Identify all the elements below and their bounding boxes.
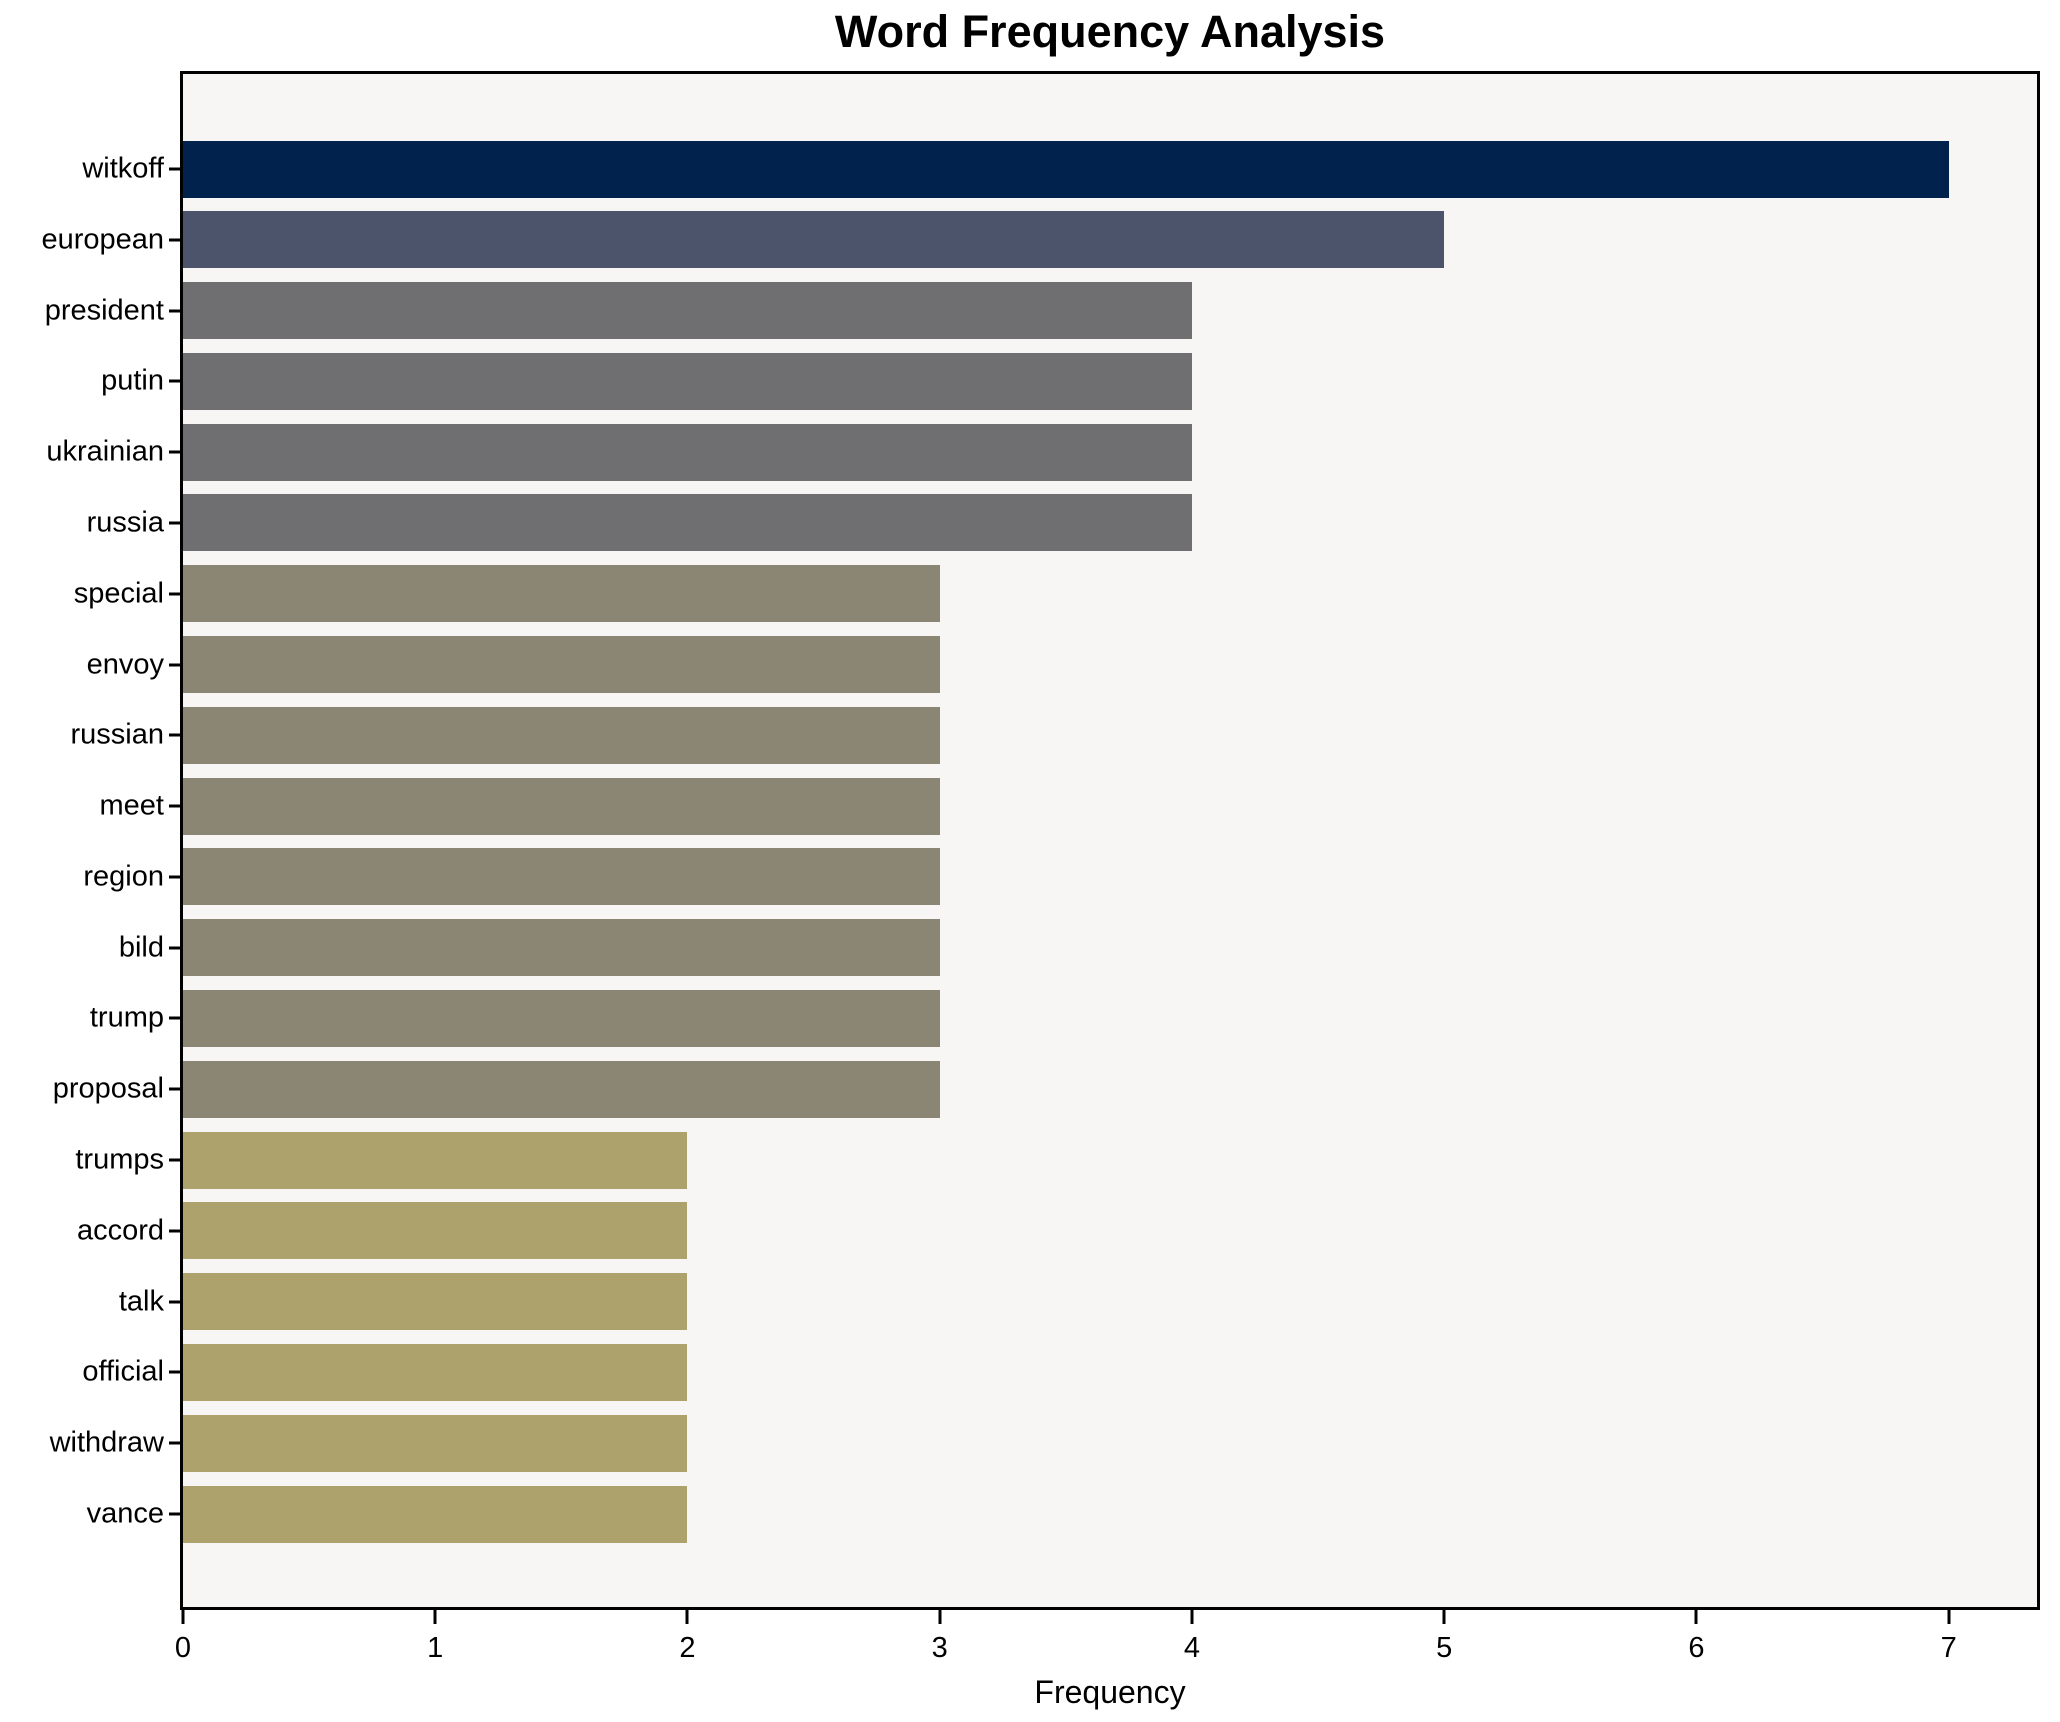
x-tick-mark-7 — [1947, 1610, 1951, 1624]
bar-official — [183, 1343, 688, 1401]
bar-russia — [183, 494, 1192, 552]
y-tick-mark-president — [169, 309, 180, 313]
bar-withdraw — [183, 1414, 688, 1472]
bar-witkoff — [183, 140, 1949, 198]
y-tick-mark-withdraw — [169, 1441, 180, 1445]
y-tick-mark-bild — [169, 946, 180, 950]
x-tick-mark-1 — [433, 1610, 437, 1624]
bar-vance — [183, 1485, 688, 1543]
y-tick-label-putin: putin — [101, 364, 164, 397]
y-tick-mark-european — [169, 238, 180, 242]
y-tick-mark-accord — [169, 1229, 180, 1233]
y-tick-label-russian: russian — [70, 718, 165, 751]
x-tick-label-7: 7 — [1940, 1632, 1957, 1664]
y-tick-mark-witkoff — [169, 167, 180, 171]
y-tick-label-russia: russia — [86, 506, 164, 539]
y-tick-mark-official — [169, 1370, 180, 1374]
bar-russian — [183, 706, 940, 764]
bar-putin — [183, 352, 1192, 410]
bar-trumps — [183, 1131, 688, 1189]
bar-president — [183, 282, 1192, 340]
y-tick-label-special: special — [73, 577, 164, 610]
y-tick-mark-envoy — [169, 663, 180, 667]
x-tick-mark-3 — [938, 1610, 942, 1624]
y-tick-label-european: european — [41, 223, 164, 256]
x-tick-label-3: 3 — [931, 1632, 948, 1664]
y-tick-label-witkoff: witkoff — [82, 152, 164, 185]
y-tick-label-meet: meet — [99, 789, 164, 822]
bar-european — [183, 211, 1445, 269]
bar-envoy — [183, 636, 940, 694]
bar-talk — [183, 1273, 688, 1331]
y-tick-label-president: president — [44, 294, 164, 327]
y-tick-label-accord: accord — [76, 1214, 164, 1247]
x-tick-label-1: 1 — [427, 1632, 444, 1664]
x-tick-label-2: 2 — [679, 1632, 696, 1664]
y-tick-mark-russia — [169, 521, 180, 525]
x-tick-label-0: 0 — [174, 1632, 192, 1664]
x-axis-label: Frequency — [1034, 1674, 1186, 1710]
y-tick-label-talk: talk — [118, 1285, 164, 1318]
y-tick-mark-putin — [169, 379, 180, 383]
y-tick-label-region: region — [83, 860, 164, 893]
chart-title: Word Frequency Analysis — [834, 6, 1386, 57]
bar-region — [183, 848, 940, 906]
y-tick-label-bild: bild — [118, 931, 164, 964]
bar-ukrainian — [183, 423, 1192, 481]
y-tick-mark-trumps — [169, 1158, 180, 1162]
y-tick-label-trumps: trumps — [75, 1143, 164, 1176]
y-tick-label-vance: vance — [86, 1497, 164, 1530]
bar-bild — [183, 919, 940, 977]
bar-trump — [183, 989, 940, 1047]
y-tick-mark-region — [169, 875, 180, 879]
y-tick-label-withdraw: withdraw — [49, 1426, 164, 1459]
bar-meet — [183, 777, 940, 835]
x-tick-label-4: 4 — [1183, 1632, 1201, 1664]
y-tick-mark-ukrainian — [169, 450, 180, 454]
x-tick-label-5: 5 — [1436, 1632, 1453, 1664]
y-tick-mark-vance — [169, 1512, 180, 1516]
x-tick-mark-6 — [1694, 1610, 1698, 1624]
y-tick-label-envoy: envoy — [86, 648, 164, 681]
y-tick-mark-trump — [169, 1016, 180, 1020]
y-tick-mark-proposal — [169, 1087, 180, 1091]
y-tick-label-trump: trump — [89, 1001, 164, 1034]
bar-proposal — [183, 1060, 940, 1118]
x-tick-mark-0 — [181, 1610, 185, 1624]
bar-special — [183, 565, 940, 623]
y-tick-label-ukrainian: ukrainian — [46, 435, 164, 468]
bar-accord — [183, 1202, 688, 1260]
y-tick-mark-russian — [169, 733, 180, 737]
x-tick-mark-4 — [1190, 1610, 1194, 1624]
x-tick-mark-5 — [1442, 1610, 1446, 1624]
x-tick-label-6: 6 — [1688, 1632, 1705, 1664]
x-tick-mark-2 — [685, 1610, 689, 1624]
y-tick-label-official: official — [82, 1355, 164, 1388]
plot-area — [180, 71, 2040, 1610]
y-tick-label-proposal: proposal — [52, 1072, 164, 1105]
y-tick-mark-talk — [169, 1300, 180, 1304]
y-tick-mark-special — [169, 592, 180, 596]
y-tick-mark-meet — [169, 804, 180, 808]
